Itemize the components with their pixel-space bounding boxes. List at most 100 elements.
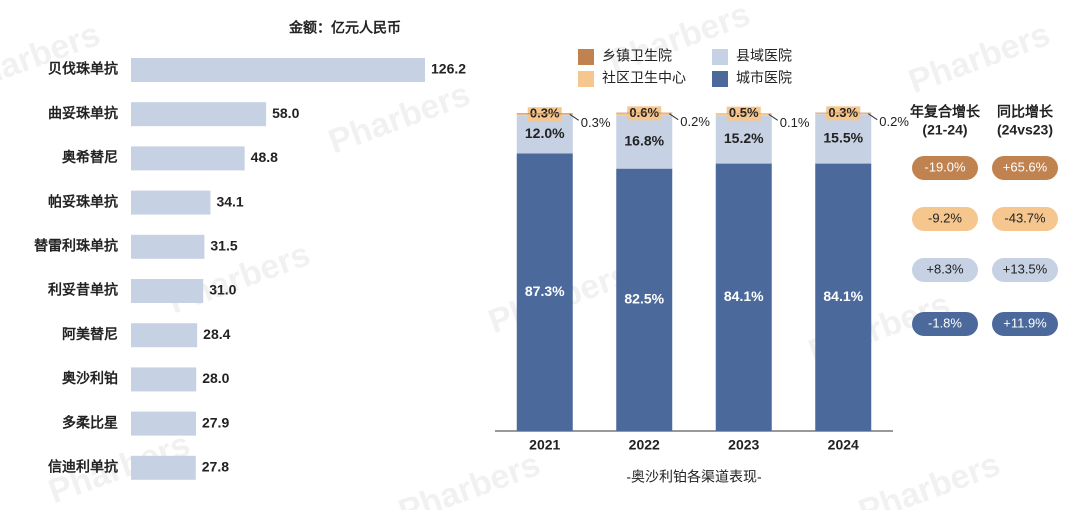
growth-value: -9.2% (928, 210, 962, 225)
bar (131, 455, 196, 480)
value-label: 82.5% (624, 291, 664, 307)
growth-value: -19.0% (924, 159, 966, 174)
watermark: Pharbers (0, 15, 105, 101)
watermark: Pharbers (394, 445, 546, 510)
value-label: 31.5 (210, 238, 237, 254)
bar (131, 102, 267, 127)
bar (131, 323, 198, 348)
value-label: 28.0 (202, 370, 229, 386)
bar (131, 279, 204, 303)
y-tick-label: 阿美替尼 (62, 326, 118, 342)
chart-subtitle: -奥沙利铂各渠道表现- (626, 469, 762, 485)
value-label: 0.3% (828, 105, 858, 120)
leader-line (867, 113, 878, 121)
bar-segment (516, 115, 573, 154)
value-label: 84.1% (724, 288, 764, 304)
growth-pill (912, 312, 978, 336)
growth-value: +8.3% (926, 261, 964, 276)
legend-label: 乡镇卫生院 (602, 48, 672, 64)
column-header: 同比增长 (997, 104, 1054, 120)
bar (131, 58, 425, 82)
bar-segment (516, 153, 573, 432)
y-tick-label: 奥沙利铂 (62, 370, 118, 386)
growth-pill (912, 258, 978, 282)
value-label: 28.4 (203, 326, 230, 342)
value-label: 0.2% (680, 114, 710, 129)
bar (131, 146, 245, 171)
watermark: Pharbers (904, 15, 1056, 101)
x-tick-label: 2021 (529, 437, 560, 453)
legend-label: 城市医院 (736, 70, 792, 86)
bar-segment (715, 115, 772, 164)
bar-segment (815, 114, 872, 164)
leader-line (569, 113, 580, 121)
value-label: 0.1% (780, 115, 810, 130)
legend-swatch (712, 49, 728, 65)
legend-swatch (578, 71, 594, 87)
legend-swatch (712, 71, 728, 87)
column-header: 年复合增长 (910, 104, 981, 120)
value-label: 27.8 (202, 459, 229, 475)
value-label: 58.0 (272, 105, 299, 121)
growth-pill (992, 258, 1058, 282)
bar-segment (616, 168, 673, 431)
value-label: 126.2 (431, 61, 466, 77)
growth-value: +11.9% (1003, 315, 1047, 330)
leader-line (668, 113, 679, 121)
bar (131, 367, 197, 392)
growth-pill (992, 207, 1058, 231)
value-label: 0.5% (729, 105, 759, 120)
bar-segment (815, 112, 872, 114)
value-label: 84.1% (823, 288, 863, 304)
y-tick-label: 信迪利单抗 (48, 459, 118, 475)
value-label: 15.5% (823, 130, 863, 146)
y-tick-label: 曲妥珠单抗 (48, 105, 118, 121)
bar (131, 190, 211, 215)
legend-label: 县域医院 (736, 48, 792, 64)
x-tick-label: 2023 (728, 437, 759, 453)
column-header: (24vs23) (997, 122, 1053, 138)
value-label: 12.0% (525, 125, 565, 141)
y-tick-label: 帕妥珠单抗 (48, 193, 118, 209)
bar-segment (616, 112, 673, 114)
growth-value: +65.6% (1003, 159, 1048, 174)
growth-value: -1.8% (928, 315, 962, 330)
growth-pill (912, 156, 978, 180)
value-label: 0.3% (581, 115, 611, 130)
bar-segment (715, 163, 772, 431)
value-label: 0.3% (530, 106, 560, 121)
watermark: Pharbers (854, 445, 1006, 510)
growth-pill (912, 207, 978, 231)
value-label: 48.8 (251, 149, 278, 165)
growth-pill (992, 312, 1058, 336)
leader-line (768, 113, 779, 121)
x-tick-label: 2022 (629, 437, 660, 453)
growth-value: -43.7% (1004, 210, 1046, 225)
growth-pill (992, 156, 1058, 180)
bar-segment (815, 163, 872, 431)
legend-label: 社区卫生中心 (602, 70, 686, 86)
value-label: 15.2% (724, 130, 764, 146)
value-label: 0.2% (879, 114, 909, 129)
bar-segment (616, 115, 673, 169)
value-label: 27.9 (202, 414, 229, 430)
value-label: 16.8% (624, 133, 664, 149)
y-tick-label: 多柔比星 (62, 414, 118, 430)
chart-title: 金额：亿元人民币 (288, 20, 401, 36)
value-label: 0.6% (629, 105, 659, 120)
value-label: 87.3% (525, 283, 565, 299)
y-tick-label: 贝伐珠单抗 (48, 61, 118, 77)
y-tick-label: 奥希替尼 (62, 149, 118, 165)
value-label: 31.0 (209, 282, 236, 298)
y-tick-label: 替雷利珠单抗 (34, 238, 118, 254)
bar (131, 411, 196, 436)
y-tick-label: 利妥昔单抗 (48, 282, 118, 298)
bar-segment (516, 113, 573, 115)
legend-swatch (578, 49, 594, 65)
value-label: 34.1 (216, 193, 243, 209)
watermark: Pharbers (324, 75, 476, 161)
bar (131, 234, 205, 259)
column-header: (21-24) (922, 122, 967, 138)
x-tick-label: 2024 (828, 437, 859, 453)
